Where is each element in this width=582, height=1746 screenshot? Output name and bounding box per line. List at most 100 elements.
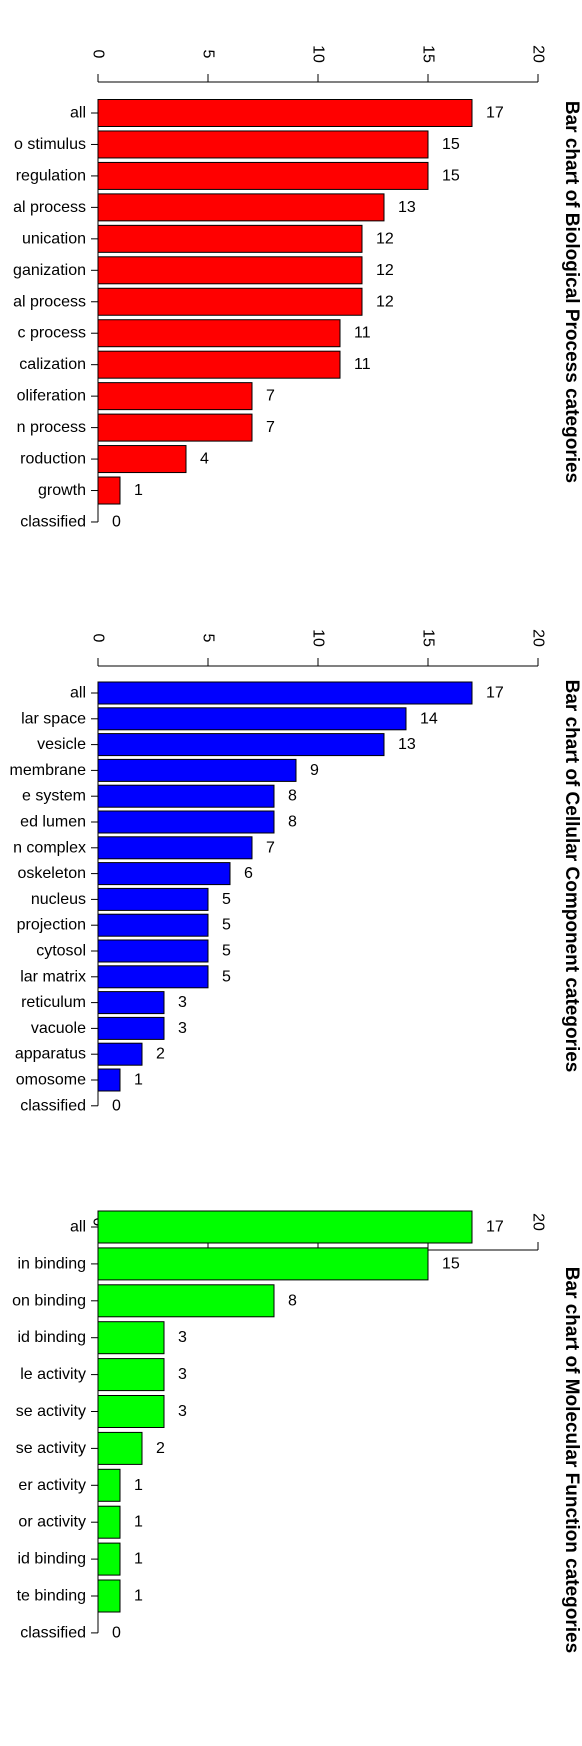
value-axis-tick-label: 15 [420, 45, 437, 63]
bar-value-label: 17 [486, 1219, 504, 1236]
chart-mf: Bar chart of Molecular Function categori… [12, 1210, 582, 1653]
bar [97, 350, 341, 379]
bar-value-label: 17 [486, 685, 504, 702]
category-label: al process [13, 293, 86, 310]
category-label: unication [22, 230, 86, 247]
bar-value-label: 1 [134, 482, 143, 499]
bar [97, 1358, 165, 1392]
category-label: e system [22, 788, 86, 805]
bar [97, 1247, 429, 1281]
value-axis-tick-label: 15 [420, 629, 437, 647]
bar [97, 413, 253, 442]
category-label: oliferation [17, 388, 86, 405]
bar-value-label: 3 [178, 1329, 187, 1346]
bar-value-label: 5 [222, 917, 231, 934]
category-label: n complex [13, 839, 86, 856]
bar [97, 256, 363, 285]
value-axis-tick-label: 5 [200, 634, 217, 643]
category-label: on binding [12, 1292, 86, 1309]
value-axis-tick-label: 10 [310, 629, 327, 647]
bar-value-label: 0 [112, 1624, 121, 1641]
category-label: vacuole [31, 1020, 86, 1037]
value-axis-tick-label: 0 [90, 634, 107, 643]
category-label: se activity [16, 1403, 86, 1420]
category-label: le activity [20, 1366, 86, 1383]
bar-value-label: 15 [442, 136, 460, 153]
bar-value-label: 1 [134, 1514, 143, 1531]
bar [97, 965, 209, 989]
bar-value-label: 5 [222, 968, 231, 985]
bar [97, 707, 407, 731]
category-label: c process [18, 325, 86, 342]
category-label: lar matrix [20, 968, 86, 985]
bar-value-label: 15 [442, 167, 460, 184]
category-label: se activity [16, 1440, 86, 1457]
value-axis-tick-label: 20 [530, 1213, 547, 1231]
bar [97, 1016, 165, 1040]
bar [97, 681, 473, 705]
bar [97, 1468, 121, 1502]
category-label: cytosol [36, 943, 86, 960]
bar-value-label: 12 [376, 262, 394, 279]
bar [97, 224, 363, 253]
bar-value-label: 1 [134, 1072, 143, 1089]
bar [97, 836, 253, 860]
bar [97, 862, 231, 886]
bar-value-label: 1 [134, 1477, 143, 1494]
category-label: membrane [10, 762, 87, 779]
category-label: lar space [21, 710, 86, 727]
value-axis-tick-label: 0 [90, 50, 107, 59]
chart-title: Bar chart of Biological Process categori… [561, 101, 582, 483]
category-label: roduction [20, 451, 86, 468]
category-label: reticulum [21, 994, 86, 1011]
bar-value-label: 12 [376, 293, 394, 310]
category-label: n process [17, 419, 86, 436]
bar-value-label: 3 [178, 1403, 187, 1420]
bar-value-label: 0 [112, 1097, 121, 1114]
bar-value-label: 12 [376, 230, 394, 247]
category-label: id binding [18, 1329, 87, 1346]
bar [97, 445, 187, 474]
value-axis-tick-label: 5 [200, 50, 217, 59]
category-label: regulation [16, 167, 86, 184]
bar-value-label: 11 [354, 356, 371, 373]
bar [97, 913, 209, 937]
category-label: all [70, 105, 86, 122]
value-axis-tick-label: 10 [310, 45, 327, 63]
category-label: all [70, 685, 86, 702]
bar-value-label: 17 [486, 105, 504, 122]
category-label: in binding [18, 1255, 87, 1272]
bar [97, 1042, 143, 1066]
bar [97, 319, 341, 348]
category-label: all [70, 1219, 86, 1236]
chart-bp: Bar chart of Biological Process categori… [13, 45, 582, 530]
bar [97, 1210, 473, 1244]
bar-value-label: 7 [266, 388, 275, 405]
bar-value-label: 13 [398, 199, 416, 216]
bar-value-label: 2 [156, 1440, 165, 1457]
bar-value-label: 15 [442, 1255, 460, 1272]
bar-value-label: 2 [156, 1046, 165, 1063]
category-label: al process [13, 199, 86, 216]
chart-title: Bar chart of Cellular Component categori… [561, 680, 582, 1073]
bar [97, 1395, 165, 1428]
bar [97, 1579, 121, 1613]
value-axis-tick-label: 20 [530, 45, 547, 63]
bar [97, 1284, 275, 1318]
category-label: or activity [18, 1514, 86, 1531]
bar [97, 758, 297, 782]
bar [97, 1505, 121, 1539]
bar-value-label: 8 [288, 1292, 297, 1309]
bar [97, 1321, 165, 1355]
bar-value-label: 3 [178, 994, 187, 1011]
bar-value-label: 0 [112, 513, 121, 530]
bar [97, 161, 429, 190]
bar-value-label: 5 [222, 891, 231, 908]
bar-value-label: 1 [134, 1588, 143, 1605]
bar [97, 939, 209, 963]
bar [97, 784, 275, 808]
bar [97, 1431, 143, 1465]
category-label: growth [38, 482, 86, 499]
category-label: te binding [17, 1588, 86, 1605]
bar-value-label: 4 [200, 451, 209, 468]
